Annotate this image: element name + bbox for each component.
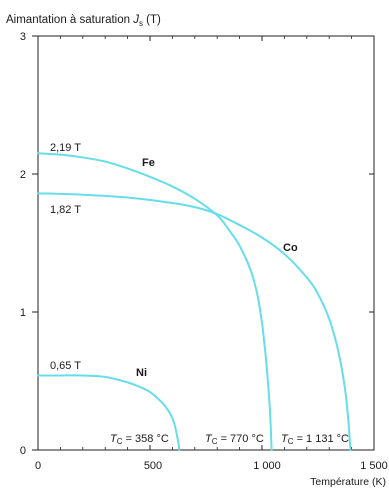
series-label-co: Co [283, 242, 298, 254]
x-axis-title: Température (K) [310, 476, 386, 488]
tc-ni-label: TC = 358 °C [110, 433, 169, 446]
x-tick-label-500: 500 [144, 460, 162, 472]
axis-ticks [32, 35, 375, 451]
x-tick-label-0: 0 [35, 460, 41, 472]
series-label-ni: Ni [136, 367, 147, 379]
fe-start-value: 2,19 T [50, 142, 81, 154]
curves [37, 152, 352, 451]
tc-co-label: TC = 1 131 °C [281, 433, 349, 446]
curve-co [37, 192, 352, 451]
y-tick-label-1: 1 [20, 307, 26, 319]
tc-fe-label: TC = 770 °C [205, 433, 264, 446]
y-axis-title: Aimantation à saturation Js (T) [6, 14, 161, 28]
ni-start-value: 0,65 T [50, 360, 81, 372]
plot-frame [37, 35, 375, 451]
y-tick-label-2: 2 [20, 169, 26, 181]
y-tick-label-3: 3 [20, 31, 26, 43]
x-tick-label-1000: 1 000 [253, 460, 281, 472]
series-label-fe: Fe [142, 157, 155, 169]
y-tick-label-0: 0 [20, 445, 26, 457]
curve-fe [37, 152, 273, 451]
co-start-value: 1,82 T [50, 204, 81, 216]
x-tick-label-1500: 1 500 [360, 460, 388, 472]
curve-ni [37, 374, 181, 451]
